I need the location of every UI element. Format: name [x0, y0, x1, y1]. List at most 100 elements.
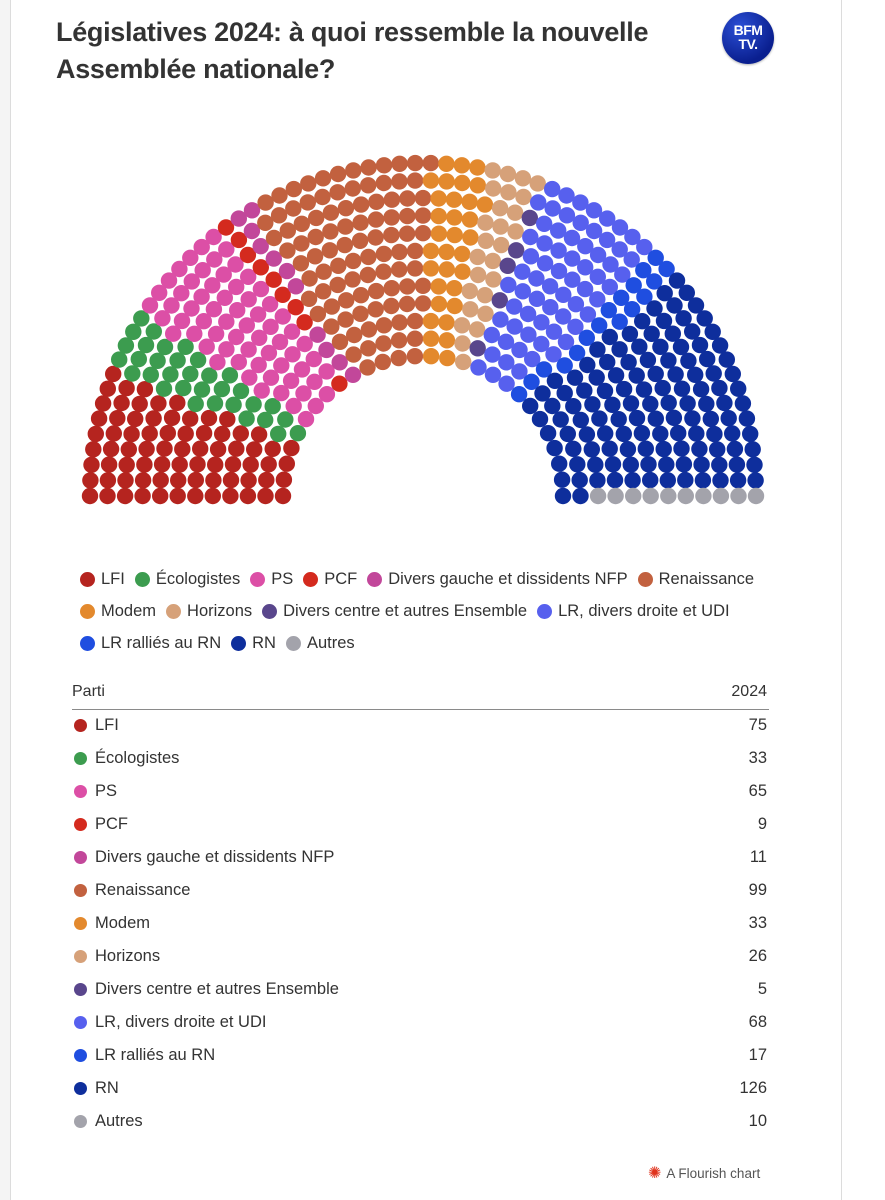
seat-rn[interactable] — [666, 297, 683, 314]
seat-rn[interactable] — [615, 380, 633, 398]
seat-rn[interactable] — [565, 398, 582, 415]
seat-lfi[interactable] — [99, 472, 117, 489]
seat-autres[interactable] — [712, 487, 730, 505]
seat-renaissance[interactable] — [390, 332, 408, 349]
seat-renaissance[interactable] — [329, 165, 347, 183]
seat-renaissance[interactable] — [285, 180, 302, 198]
seat-ps[interactable] — [218, 341, 235, 358]
seat-rn[interactable] — [672, 338, 690, 356]
seat-rn[interactable] — [599, 353, 616, 371]
seat-lr-divers-droite-et-udi[interactable] — [506, 318, 523, 335]
seat-renaissance[interactable] — [300, 290, 318, 307]
seat-ps[interactable] — [194, 262, 211, 279]
seat-rn[interactable] — [659, 472, 676, 489]
seat-ecologistes[interactable] — [142, 366, 159, 383]
seat-renaissance[interactable] — [414, 295, 432, 312]
seat-rn[interactable] — [680, 352, 697, 369]
seat-renaissance[interactable] — [322, 223, 339, 240]
seat-ecologistes[interactable] — [225, 396, 242, 413]
seat-lfi[interactable] — [258, 471, 275, 489]
seat-renaissance[interactable] — [306, 248, 324, 265]
seat-rn[interactable] — [705, 365, 722, 382]
seat-rn[interactable] — [588, 369, 605, 386]
seat-renaissance[interactable] — [398, 295, 416, 313]
seat-rn[interactable] — [596, 382, 614, 400]
seat-ps[interactable] — [207, 325, 225, 343]
seat-modem[interactable] — [422, 172, 440, 189]
legend-item-modem[interactable]: Modem — [80, 597, 156, 626]
seat-renaissance[interactable] — [368, 193, 385, 210]
seat-ps[interactable] — [229, 302, 246, 319]
seat-lfi[interactable] — [219, 411, 236, 428]
seat-rn[interactable] — [738, 410, 756, 427]
seat-rn[interactable] — [728, 456, 746, 473]
seat-lfi[interactable] — [136, 456, 153, 473]
seat-lr-rallies-au-rn[interactable] — [635, 262, 652, 279]
seat-rn[interactable] — [583, 441, 600, 458]
legend-item-rn[interactable]: RN — [231, 629, 276, 658]
seat-renaissance[interactable] — [293, 215, 310, 232]
seat-rn[interactable] — [655, 440, 672, 458]
seat-rn[interactable] — [642, 395, 659, 413]
seat-lfi[interactable] — [152, 471, 169, 489]
seat-horizons[interactable] — [493, 236, 510, 254]
seat-renaissance[interactable] — [367, 301, 384, 318]
seat-lfi[interactable] — [205, 472, 222, 489]
seat-renaissance[interactable] — [399, 278, 416, 295]
seat-lfi[interactable] — [240, 472, 257, 489]
seat-ps[interactable] — [240, 341, 257, 358]
seat-renaissance[interactable] — [383, 209, 400, 226]
seat-rn[interactable] — [706, 425, 723, 443]
seat-modem[interactable] — [438, 314, 455, 331]
seat-rn[interactable] — [660, 352, 677, 369]
seat-lr-divers-droite-et-udi[interactable] — [536, 215, 553, 232]
legend-item-lr-rallies-au-rn[interactable]: LR ralliés au RN — [80, 629, 221, 658]
seat-rn[interactable] — [720, 410, 737, 427]
seat-rn[interactable] — [587, 456, 604, 473]
seat-renaissance[interactable] — [300, 175, 317, 192]
seat-horizons[interactable] — [500, 184, 517, 201]
seat-pcf[interactable] — [274, 286, 291, 303]
seat-ecologistes[interactable] — [245, 396, 262, 413]
seat-renaissance[interactable] — [367, 211, 385, 228]
seat-ps[interactable] — [205, 228, 222, 246]
seat-horizons[interactable] — [514, 170, 532, 187]
seat-lr-divers-droite-et-udi[interactable] — [519, 305, 537, 323]
seat-lfi[interactable] — [200, 409, 218, 427]
seat-renaissance[interactable] — [359, 359, 376, 376]
seat-lr-divers-droite-et-udi[interactable] — [585, 222, 603, 240]
seat-horizons[interactable] — [477, 214, 494, 231]
seat-horizons[interactable] — [485, 180, 502, 197]
seat-modem[interactable] — [446, 209, 463, 226]
seat-lfi[interactable] — [275, 471, 293, 488]
legend-item-autres[interactable]: Autres — [285, 629, 355, 658]
seat-renaissance[interactable] — [330, 257, 347, 274]
seat-pcf[interactable] — [239, 246, 257, 264]
seat-ps[interactable] — [262, 318, 279, 335]
seat-lr-divers-droite-et-udi[interactable] — [589, 291, 606, 308]
seat-renaissance[interactable] — [375, 174, 392, 192]
seat-divers-centre-et-autres-ensemble[interactable] — [521, 209, 538, 227]
seat-lr-rallies-au-rn[interactable] — [611, 313, 628, 330]
seat-divers-gauche-et-dissidents-nfp[interactable] — [318, 341, 335, 359]
seat-modem[interactable] — [476, 196, 494, 213]
seat-renaissance[interactable] — [337, 200, 355, 217]
seat-modem[interactable] — [453, 157, 471, 174]
seat-ps[interactable] — [295, 385, 312, 402]
seat-ps[interactable] — [297, 410, 315, 428]
seat-horizons[interactable] — [529, 175, 546, 192]
seat-lfi[interactable] — [153, 456, 171, 473]
seat-modem[interactable] — [454, 174, 471, 192]
seat-divers-gauche-et-dissidents-nfp[interactable] — [309, 326, 326, 343]
seat-rn[interactable] — [551, 455, 568, 472]
seat-rn[interactable] — [622, 395, 640, 412]
seat-rn[interactable] — [620, 354, 637, 371]
seat-ecologistes[interactable] — [175, 379, 192, 397]
seat-lfi[interactable] — [222, 487, 239, 505]
seat-lr-divers-droite-et-udi[interactable] — [550, 262, 568, 280]
seat-rn[interactable] — [647, 365, 664, 383]
seat-divers-centre-et-autres-ensemble[interactable] — [491, 292, 508, 309]
seat-lfi[interactable] — [159, 424, 176, 442]
seat-ps[interactable] — [282, 372, 300, 389]
seat-ps[interactable] — [193, 288, 210, 305]
